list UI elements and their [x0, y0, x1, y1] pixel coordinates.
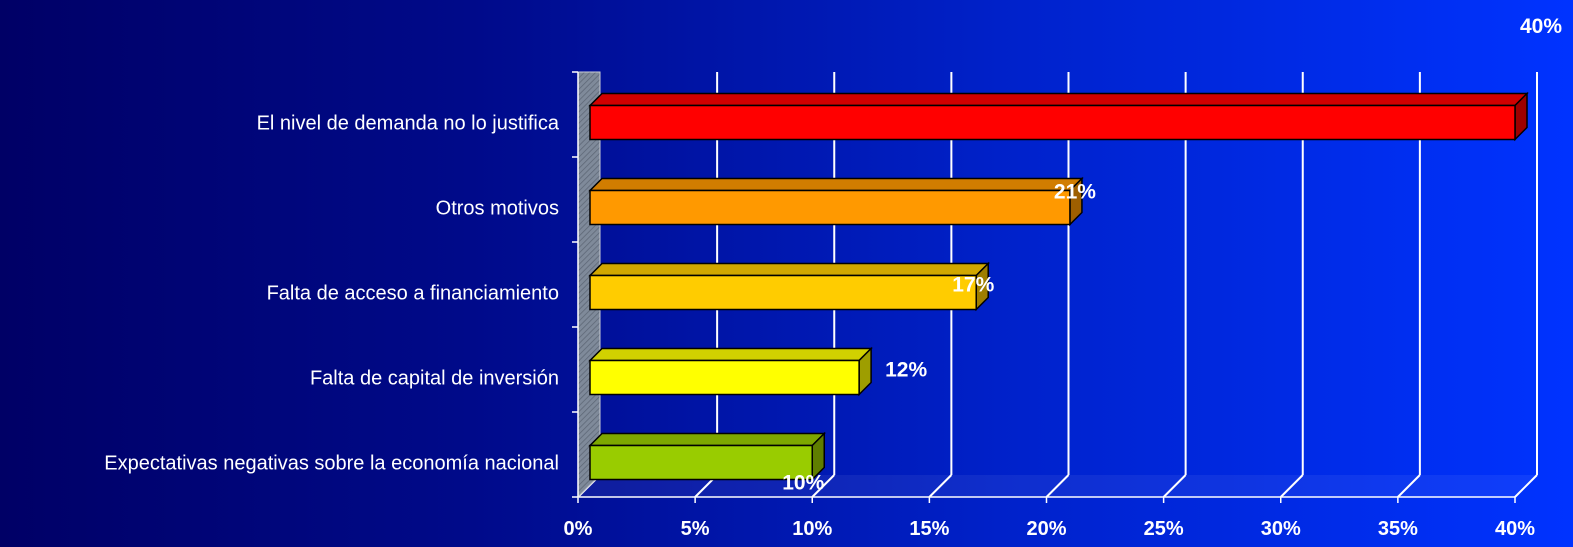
- bar-top: [588, 262, 991, 277]
- bar: [588, 91, 1529, 142]
- gridline-foot: [811, 474, 835, 498]
- x-tick-label: 5%: [681, 518, 710, 540]
- category-labels: El nivel de demanda no lo justifica Otros…: [104, 113, 560, 475]
- gridline-foot: [1514, 474, 1538, 498]
- gridline-foot: [1280, 474, 1304, 498]
- bar: [588, 346, 873, 397]
- category-label: Otros motivos: [436, 198, 559, 220]
- bar: [588, 431, 827, 482]
- x-tick-label: 20%: [1026, 518, 1066, 540]
- x-tick-labels: 0% 5% 10% 15% 20% 25% 30% 35% 40%: [564, 518, 1536, 540]
- x-tick-label: 0%: [564, 518, 593, 540]
- data-label: 10%: [782, 472, 824, 495]
- x-tick-label: 30%: [1261, 518, 1301, 540]
- x-tick-label: 25%: [1144, 518, 1184, 540]
- data-label: 40%: [1520, 15, 1562, 38]
- bar-top: [588, 177, 1084, 192]
- category-label: El nivel de demanda no lo justifica: [257, 113, 560, 135]
- bar-front: [589, 359, 860, 396]
- x-tick-label: 40%: [1495, 518, 1535, 540]
- gridline-foot: [1162, 474, 1187, 498]
- bar-top: [588, 347, 873, 362]
- category-label: Falta de capital de inversión: [310, 368, 559, 390]
- bars: [588, 91, 1529, 482]
- bar-front: [589, 274, 977, 311]
- x-tick-label: 10%: [792, 518, 832, 540]
- bar-front: [589, 444, 813, 481]
- gridline-foot: [1045, 474, 1070, 498]
- gridline-foot: [928, 474, 953, 498]
- category-label: Expectativas negativas sobre la economía…: [104, 453, 559, 475]
- data-labels: 40% 21% 17% 12% 10%: [782, 15, 1562, 495]
- bar-top: [588, 92, 1529, 107]
- data-label: 17%: [952, 274, 994, 297]
- data-label: 12%: [885, 359, 927, 382]
- bar-front: [589, 104, 1516, 141]
- bar-front: [589, 189, 1071, 226]
- bar: [588, 176, 1084, 227]
- bar-top: [588, 432, 827, 447]
- gridline-foot: [1397, 474, 1421, 498]
- category-label: Falta de acceso a financiamiento: [267, 283, 559, 305]
- bar: [588, 261, 991, 312]
- x-tick-label: 35%: [1378, 518, 1418, 540]
- data-label: 21%: [1054, 181, 1096, 204]
- x-tick-label: 15%: [909, 518, 949, 540]
